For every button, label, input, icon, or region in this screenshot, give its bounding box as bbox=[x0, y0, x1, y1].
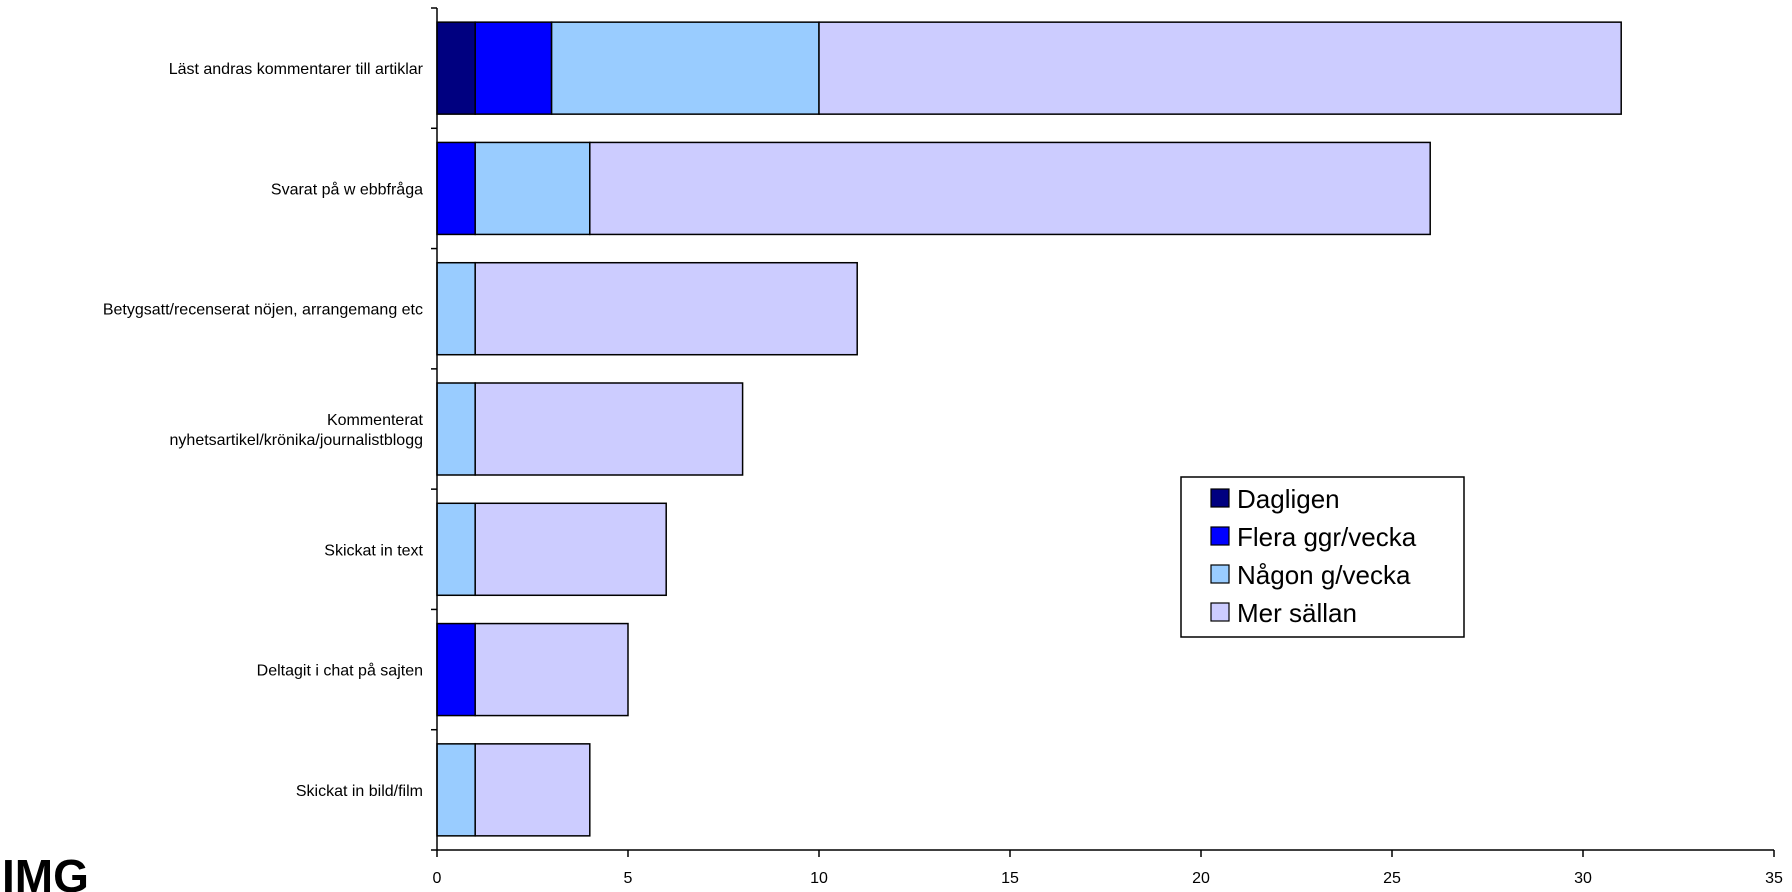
legend-swatch-3 bbox=[1210, 564, 1230, 584]
category-label-5: Skickat in text bbox=[324, 542, 423, 559]
legend-label-1: Dagligen bbox=[1237, 484, 1340, 514]
category-label-2: Svarat på w ebbfråga bbox=[271, 180, 423, 198]
bar-segment-3-cat-2 bbox=[474, 141, 591, 236]
bar-segment-3-cat-1 bbox=[550, 21, 820, 115]
category-label-6: Deltagit i chat på sajten bbox=[257, 662, 423, 680]
legend-swatch-4 bbox=[1210, 602, 1230, 622]
category-label-7: Skickat in bild/film bbox=[296, 783, 423, 800]
x-tick-label-2: 10 bbox=[810, 870, 828, 887]
legend-label-3: Någon g/vecka bbox=[1237, 560, 1411, 590]
axes-layer bbox=[431, 7, 1775, 857]
bar-segment-1-cat-1 bbox=[436, 21, 476, 115]
x-tick-label-7: 35 bbox=[1765, 870, 1783, 887]
x-tick-label-3: 15 bbox=[1001, 870, 1019, 887]
legend-swatch-2 bbox=[1210, 526, 1230, 546]
x-tick-label-1: 5 bbox=[624, 870, 633, 887]
x-tick-label-5: 25 bbox=[1383, 870, 1401, 887]
bar-segment-4-cat-5 bbox=[474, 502, 667, 597]
bar-segment-4-cat-3 bbox=[474, 261, 858, 356]
bar-segment-4-cat-7 bbox=[474, 743, 591, 837]
bar-segment-4-cat-6 bbox=[474, 622, 629, 717]
x-tick-labels: 0 5 10 15 20 25 30 35 bbox=[433, 870, 1783, 887]
bar-segment-3-cat-5 bbox=[436, 502, 476, 597]
legend-label-2: Flera ggr/vecka bbox=[1237, 522, 1417, 552]
x-tick-label-4: 20 bbox=[1192, 870, 1210, 887]
category-labels: Läst andras kommentarer till artiklar Sva… bbox=[103, 61, 424, 800]
bar-segment-2-cat-6 bbox=[436, 622, 476, 717]
bar-segment-2-cat-1 bbox=[474, 21, 553, 115]
bar-segment-3-cat-7 bbox=[436, 743, 476, 837]
bar-segment-3-cat-3 bbox=[436, 261, 476, 356]
category-label-4: Kommenterat nyhetsartikel/krönika/journal… bbox=[170, 412, 424, 449]
category-label-3: Betygsatt/recenserat nöjen, arrangemang … bbox=[103, 302, 423, 319]
bars-layer bbox=[436, 21, 1622, 837]
bar-segment-2-cat-2 bbox=[436, 141, 476, 236]
x-tick-label-0: 0 bbox=[433, 870, 442, 887]
bar-segment-4-cat-4 bbox=[474, 382, 744, 476]
logo-text: IMG bbox=[2, 850, 89, 892]
bar-segment-3-cat-4 bbox=[436, 382, 476, 476]
legend: Dagligen Flera ggr/vecka Någon g/vecka Mer … bbox=[1180, 476, 1465, 638]
legend-swatch-1 bbox=[1210, 488, 1230, 508]
x-tick-label-6: 30 bbox=[1574, 870, 1592, 887]
bar-segment-4-cat-1 bbox=[818, 21, 1622, 115]
category-label-1: Läst andras kommentarer till artiklar bbox=[169, 61, 424, 78]
bar-segment-4-cat-2 bbox=[589, 141, 1431, 236]
legend-label-4: Mer sällan bbox=[1237, 598, 1357, 628]
